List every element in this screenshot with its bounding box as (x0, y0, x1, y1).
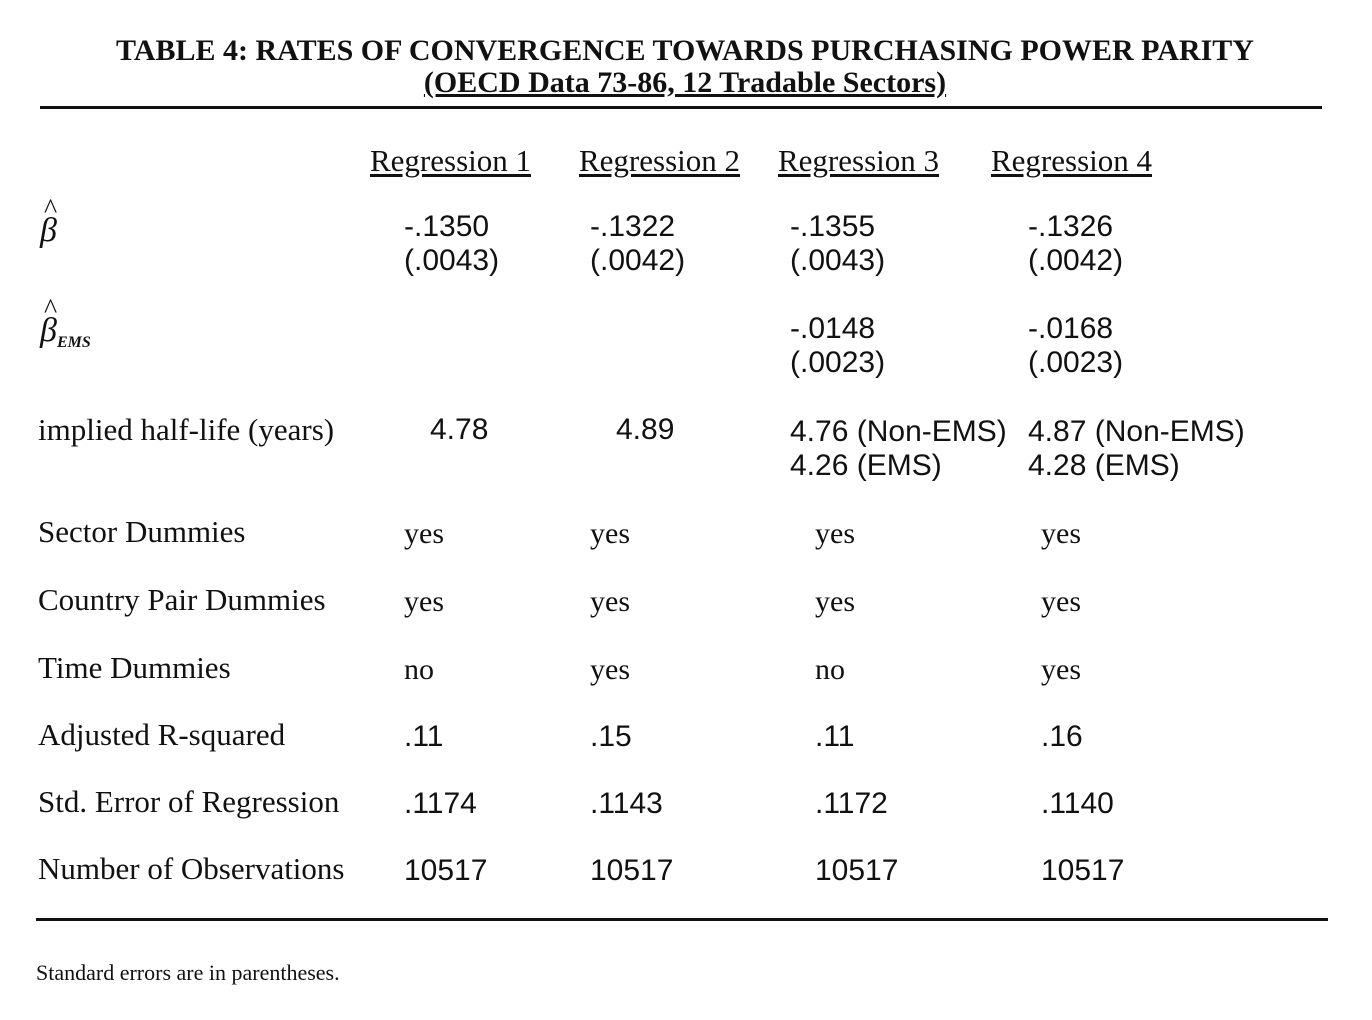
row-label-adjusted-r-squared: Adjusted R-squared (38, 717, 286, 752)
beta-ems-r3-se: (.0023) (790, 346, 886, 379)
top-rule (40, 106, 1322, 109)
column-header-regression-4: Regression 4 (991, 143, 1153, 178)
number-of-observations-r4: 10517 (1041, 854, 1125, 887)
bottom-rule (36, 918, 1328, 921)
row-label-half-life: implied half-life (years) (38, 412, 335, 447)
row-label-std-error: Std. Error of Regression (38, 784, 340, 819)
sector-dummies-r2: yes (590, 517, 630, 550)
half-life-r1: 4.78 (430, 413, 489, 446)
beta-r3-se: (.0043) (790, 244, 886, 277)
beta-r1-se: (.0043) (404, 244, 500, 277)
number-of-observations-r1: 10517 (404, 854, 488, 887)
beta-ems-r4-value: -.0168 (1028, 312, 1114, 345)
beta-r4-value: -.1326 (1028, 210, 1114, 243)
beta-r4-se: (.0042) (1028, 244, 1124, 277)
sector-dummies-r3: yes (815, 517, 855, 550)
adjusted-r-squared-r1: .11 (404, 720, 444, 753)
sector-dummies-r4: yes (1041, 517, 1081, 550)
table-title-line2: (OECD Data 73-86, 12 Tradable Sectors) (423, 66, 947, 99)
beta-r1-value: -.1350 (404, 210, 490, 243)
row-label-number-of-observations: Number of Observations (38, 851, 345, 886)
adjusted-r-squared-r4: .16 (1041, 720, 1083, 753)
beta-ems-label: ^ βEMS (40, 294, 91, 351)
half-life-r3-non-ems: 4.76 (Non-EMS) (790, 415, 1007, 448)
column-header-regression-3: Regression 3 (778, 143, 940, 178)
time-dummies-r1: no (404, 653, 434, 686)
country-pair-dummies-r1: yes (404, 585, 444, 618)
table-title: TABLE 4: RATES OF CONVERGENCE TOWARDS PU… (40, 32, 1330, 102)
std-error-r1: .1174 (404, 787, 477, 820)
beta-hat-label: ^ β (40, 194, 58, 249)
beta-ems-r3-value: -.0148 (790, 312, 876, 345)
country-pair-dummies-r2: yes (590, 585, 630, 618)
beta-r3-value: -.1355 (790, 210, 876, 243)
time-dummies-r2: yes (590, 653, 630, 686)
country-pair-dummies-r3: yes (815, 585, 855, 618)
half-life-r2: 4.89 (616, 413, 675, 446)
beta-ems-r4-se: (.0023) (1028, 346, 1124, 379)
country-pair-dummies-r4: yes (1041, 585, 1081, 618)
row-label-sector-dummies: Sector Dummies (38, 514, 246, 549)
sector-dummies-r1: yes (404, 517, 444, 550)
half-life-r4-non-ems: 4.87 (Non-EMS) (1028, 415, 1245, 448)
std-error-r4: .1140 (1041, 787, 1114, 820)
half-life-r4-ems: 4.28 (EMS) (1028, 449, 1180, 482)
adjusted-r-squared-r2: .15 (590, 720, 632, 753)
table-title-line1: TABLE 4: RATES OF CONVERGENCE TOWARDS PU… (116, 34, 1254, 67)
time-dummies-r3: no (815, 653, 845, 686)
column-header-regression-2: Regression 2 (579, 143, 741, 178)
adjusted-r-squared-r3: .11 (815, 720, 855, 753)
number-of-observations-r3: 10517 (815, 854, 899, 887)
half-life-r3-ems: 4.26 (EMS) (790, 449, 942, 482)
std-error-r3: .1172 (815, 787, 888, 820)
beta-r2-se: (.0042) (590, 244, 686, 277)
column-header-regression-1: Regression 1 (370, 143, 532, 178)
number-of-observations-r2: 10517 (590, 854, 674, 887)
beta-r2-value: -.1322 (590, 210, 676, 243)
std-error-r2: .1143 (590, 787, 663, 820)
time-dummies-r4: yes (1041, 653, 1081, 686)
row-label-time-dummies: Time Dummies (38, 650, 231, 685)
table-footnote: Standard errors are in parentheses. (36, 960, 340, 985)
row-label-country-pair-dummies: Country Pair Dummies (38, 582, 326, 617)
